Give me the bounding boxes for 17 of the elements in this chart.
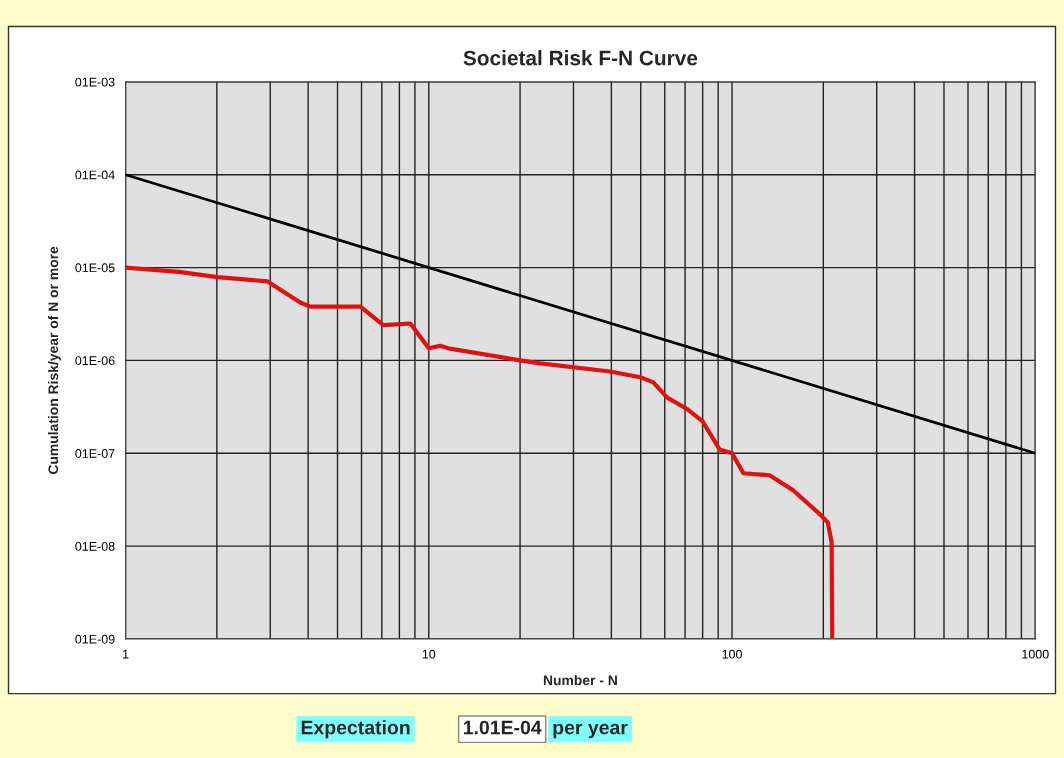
y-tick-label: 01E-03 xyxy=(75,77,115,87)
y-tick-label: 01E-08 xyxy=(75,541,115,551)
text: 1.01E-04 xyxy=(463,720,542,735)
x-tick-label: 100 xyxy=(722,649,742,659)
x-tick-label: 10 xyxy=(422,649,436,659)
chart-title: Societal Risk F-N Curve xyxy=(463,50,698,66)
text: per year xyxy=(553,723,628,739)
y-tick-label: 01E-04 xyxy=(75,170,115,180)
x-axis-title: Number - N xyxy=(543,674,617,686)
x-tick-label: 1000 xyxy=(1022,649,1049,659)
y-tick-label: 01E-05 xyxy=(75,263,115,273)
x-tick-label: 1 xyxy=(123,649,129,659)
y-tick-label: 01E-09 xyxy=(75,634,115,644)
y-tick-label: 01E-07 xyxy=(75,449,115,458)
y-axis-title: Cumulation Risk/year of N or more xyxy=(47,246,61,475)
y-tick-label: 01E-06 xyxy=(75,356,115,366)
text: Expectation xyxy=(301,720,410,739)
